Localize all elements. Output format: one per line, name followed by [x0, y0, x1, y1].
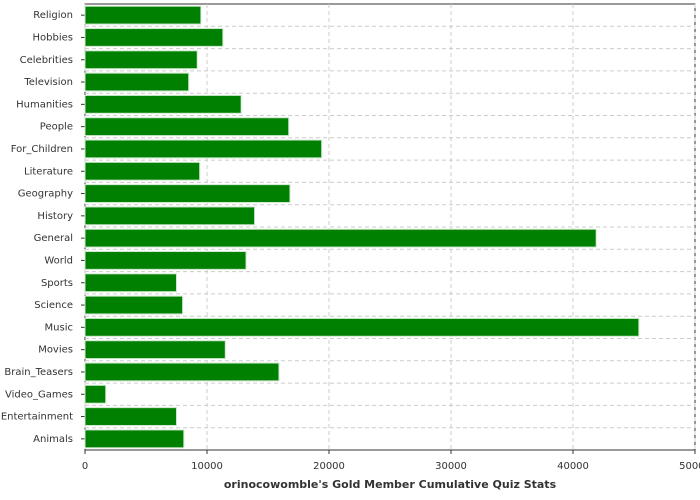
y-tick-label: People	[40, 122, 73, 133]
y-tick-label: Literature	[24, 166, 73, 177]
bar	[84, 28, 224, 47]
x-tick-label: 50000	[679, 461, 700, 472]
y-tick-label: Sports	[41, 278, 73, 289]
y-tick-label: Brain_Teasers	[4, 367, 73, 378]
bar	[84, 362, 280, 382]
bar	[84, 407, 177, 426]
bar	[84, 317, 640, 337]
bar	[84, 72, 190, 92]
y-tick-label: Religion	[33, 10, 73, 21]
x-tick-label: 20000	[313, 461, 345, 472]
bar	[84, 340, 226, 360]
x-tick-label: 40000	[557, 461, 589, 472]
x-axis-title: orinocowomble's Gold Member Cumulative Q…	[224, 478, 557, 491]
y-tick-label: Humanities	[16, 99, 73, 110]
y-tick-label: Movies	[38, 345, 73, 356]
bar	[84, 50, 198, 70]
bar	[84, 5, 202, 25]
y-tick-label: Television	[23, 77, 73, 88]
x-tick-label: 10000	[191, 461, 223, 472]
y-tick-label: World	[44, 255, 73, 266]
y-tick-label: Video_Games	[5, 389, 73, 400]
y-tick-label: Celebrities	[20, 55, 73, 66]
bar	[84, 206, 256, 226]
y-tick-label: For_Children	[11, 144, 73, 155]
y-tick-label: History	[37, 211, 73, 222]
y-tick-label: Science	[34, 300, 73, 311]
y-tick-label: Music	[45, 322, 73, 333]
y-tick-label: General	[34, 233, 73, 244]
bar	[84, 117, 290, 137]
y-tick-label: Geography	[18, 189, 73, 200]
bar	[84, 139, 323, 159]
y-tick-label: Hobbies	[33, 32, 73, 43]
bar	[84, 273, 177, 293]
bar	[84, 184, 291, 203]
bar	[84, 228, 597, 248]
bar	[84, 161, 201, 181]
bar	[84, 429, 185, 449]
bar	[84, 384, 107, 404]
x-tick-label: 30000	[435, 461, 467, 472]
x-tick-label: 0	[82, 461, 88, 472]
y-tick-label: Animals	[33, 434, 73, 445]
bar	[84, 295, 184, 315]
bar	[84, 251, 247, 270]
bar	[84, 94, 242, 114]
y-tick-label: Entertainment	[1, 412, 73, 423]
